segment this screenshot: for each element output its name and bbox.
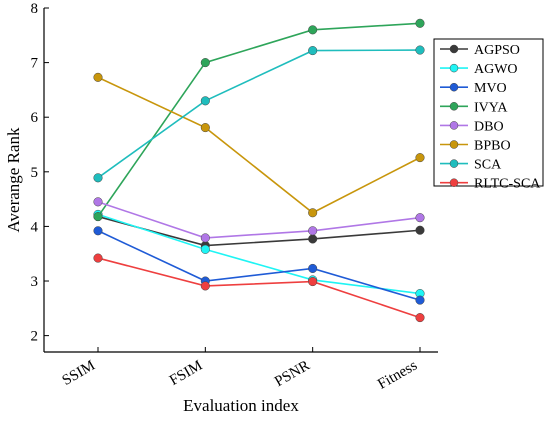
series-agpso xyxy=(93,212,425,251)
data-point xyxy=(415,153,425,163)
y-tick-label: 4 xyxy=(31,219,39,235)
legend-marker xyxy=(449,178,459,187)
data-point xyxy=(308,234,318,244)
data-point xyxy=(415,213,425,223)
data-point xyxy=(93,226,103,236)
y-tick-label: 5 xyxy=(31,165,39,181)
data-point xyxy=(200,281,210,291)
y-tick-label: 7 xyxy=(31,56,39,72)
legend-item: MVO xyxy=(440,81,507,96)
legend-item: SCA xyxy=(440,158,502,173)
legend-item: DBO xyxy=(440,119,504,134)
data-point xyxy=(200,244,210,254)
data-point xyxy=(308,277,318,287)
legend-item: AGPSO xyxy=(440,43,520,58)
legend-marker xyxy=(449,159,459,168)
data-point xyxy=(200,58,210,68)
legend-marker xyxy=(449,102,459,111)
legend-item: RLTC-SCA xyxy=(440,177,541,192)
data-point xyxy=(308,25,318,35)
legend-marker xyxy=(449,63,459,73)
series-bpbo xyxy=(93,72,425,218)
legend-marker xyxy=(449,82,459,92)
data-point xyxy=(200,96,210,106)
x-tick-label: SSIM xyxy=(60,358,98,389)
data-point xyxy=(415,225,425,235)
series-line xyxy=(97,230,421,301)
y-tick-label: 3 xyxy=(31,274,39,290)
series-line xyxy=(97,22,421,218)
data-point xyxy=(93,253,103,263)
series-line xyxy=(97,76,421,214)
legend-marker xyxy=(449,44,459,54)
data-point xyxy=(415,18,425,28)
data-point xyxy=(308,226,318,236)
legend-label: IVYA xyxy=(474,100,508,115)
series-ivya xyxy=(93,18,425,222)
data-point xyxy=(415,313,425,323)
series-line xyxy=(97,49,421,179)
legend-label: RLTC-SCA xyxy=(474,177,541,192)
series-line xyxy=(97,215,421,247)
legend-marker xyxy=(449,121,459,130)
series-line xyxy=(97,257,421,319)
x-tick-label: PSNR xyxy=(272,358,313,391)
data-point xyxy=(308,208,318,218)
legend-label: SCA xyxy=(474,158,502,173)
data-point xyxy=(415,45,425,55)
legend-label: BPBO xyxy=(474,139,511,154)
data-point xyxy=(93,72,103,82)
series-line xyxy=(97,201,421,239)
series-rltc-sca xyxy=(93,253,425,323)
series-dbo xyxy=(93,197,425,243)
legend: AGPSO AGWO MVO IVYA DBO BPBO SCA RLTC-SCA xyxy=(433,38,544,192)
legend-label: AGPSO xyxy=(474,43,520,58)
y-tick-label: 8 xyxy=(31,1,39,17)
data-point xyxy=(415,295,425,305)
y-axis: 2 3 4 5 6 7 8 xyxy=(31,1,49,345)
y-tick-label: 6 xyxy=(31,110,39,126)
data-point xyxy=(200,233,210,243)
legend-marker xyxy=(449,140,459,149)
y-tick-label: 2 xyxy=(31,329,39,345)
data-point xyxy=(93,173,103,183)
legend-label: AGWO xyxy=(474,62,518,77)
data-point xyxy=(308,46,318,56)
data-point xyxy=(93,197,103,207)
data-point xyxy=(93,212,103,222)
x-tick-label: Fitness xyxy=(375,358,420,393)
data-point xyxy=(200,123,210,133)
legend-item: IVYA xyxy=(440,100,508,115)
legend-label: MVO xyxy=(474,81,507,96)
x-axis-title: Evaluation index xyxy=(183,396,299,415)
legend-item: AGWO xyxy=(440,62,518,77)
plot-area xyxy=(43,8,438,353)
data-point xyxy=(308,263,318,274)
x-axis: SSIM FSIM PSNR Fitness xyxy=(60,347,421,393)
y-axis-title: Averange Rank xyxy=(4,127,23,232)
legend-label: DBO xyxy=(474,119,504,134)
legend-item: BPBO xyxy=(440,139,511,154)
series-line xyxy=(97,213,421,295)
series-sca xyxy=(93,45,425,183)
series-layer xyxy=(93,18,425,323)
x-tick-label: FSIM xyxy=(167,358,205,389)
